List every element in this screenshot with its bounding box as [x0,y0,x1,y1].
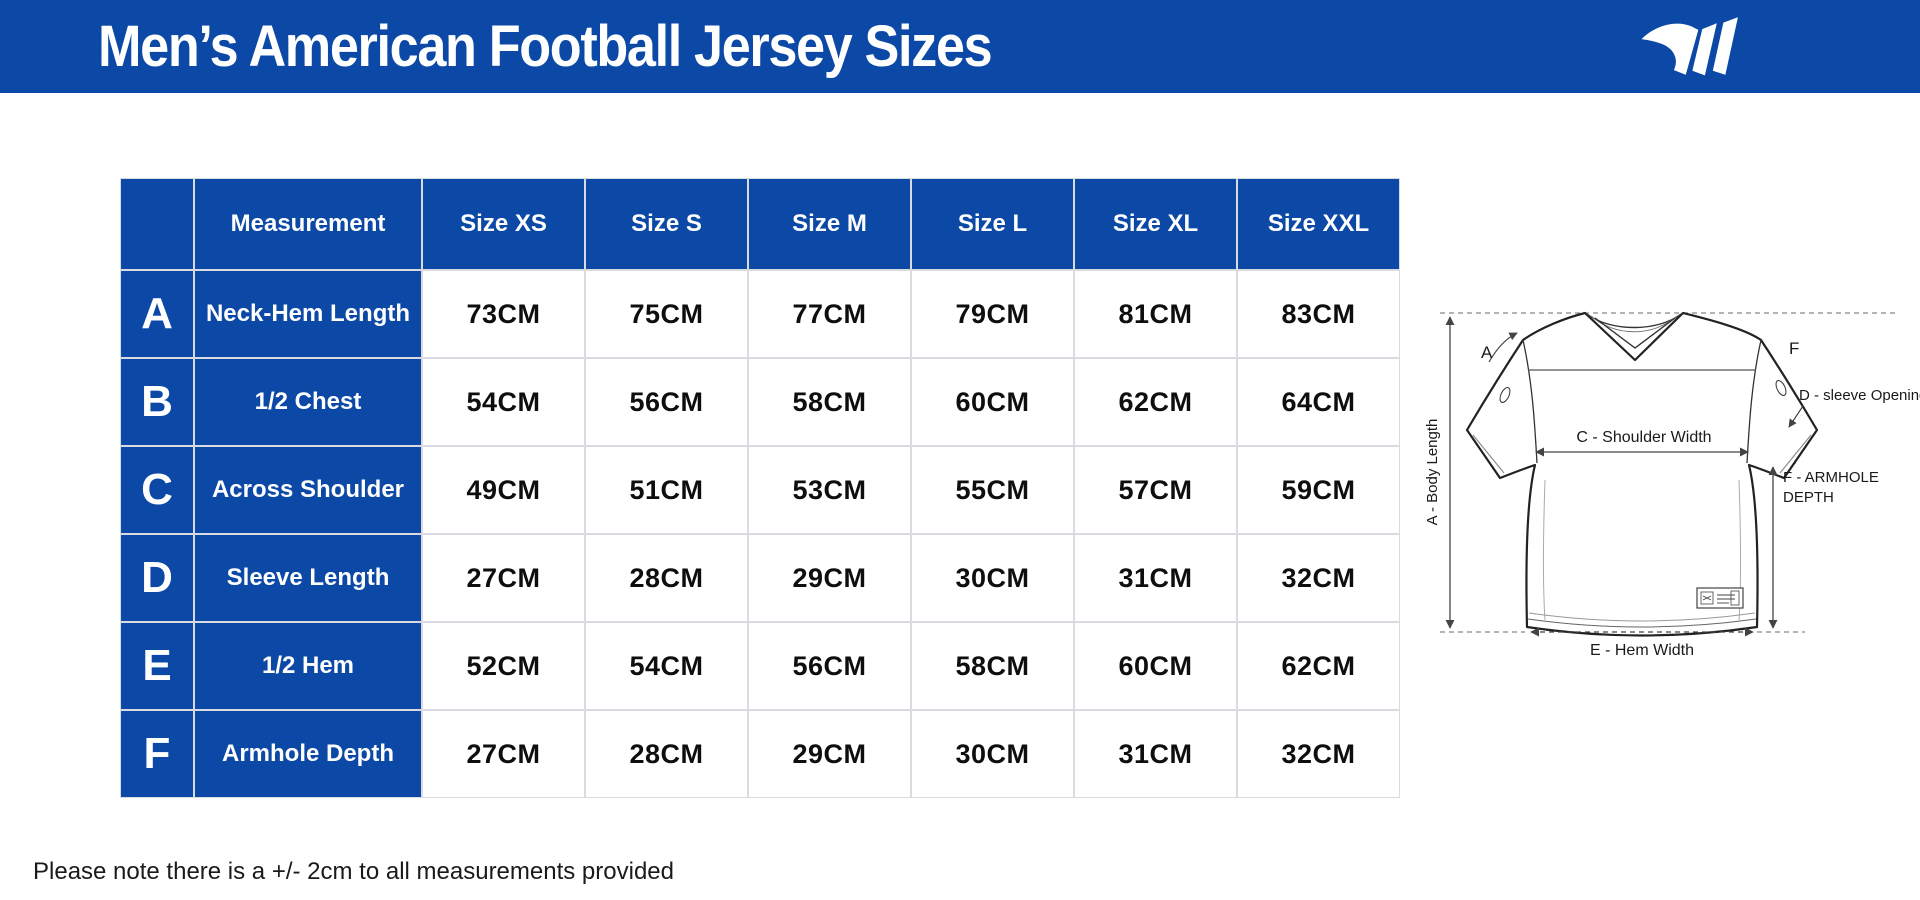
armhole-depth-label-1: F - ARMHOLE [1783,469,1879,486]
point-a-label: A [1481,343,1493,362]
column-header-size-l: Size L [912,179,1073,269]
size-value: 75CM [586,271,747,357]
row-letter: F [121,711,193,797]
size-value: 55CM [912,447,1073,533]
column-header-size-xl: Size XL [1075,179,1236,269]
tolerance-note: Please note there is a +/- 2cm to all me… [33,858,674,885]
size-value: 58CM [749,359,910,445]
size-value: 60CM [1075,623,1236,709]
size-value: 31CM [1075,535,1236,621]
row-letter: E [121,623,193,709]
size-value: 81CM [1075,271,1236,357]
size-value: 28CM [586,535,747,621]
size-value: 29CM [749,711,910,797]
size-value: 27CM [423,711,584,797]
size-value: 60CM [912,359,1073,445]
size-value: 58CM [912,623,1073,709]
shoulder-width-label: C - Shoulder Width [1576,429,1711,446]
jersey-measurement-diagram: A F D - sleeve Opening C - Shoulder Widt… [1425,311,1920,659]
measurement-label: 1/2 Chest [195,359,421,445]
hem-width-label: E - Hem Width [1590,642,1694,659]
size-value: 56CM [749,623,910,709]
page-title: Men’s American Football Jersey Sizes [98,14,993,79]
size-value: 52CM [423,623,584,709]
measurement-label: Neck-Hem Length [195,271,421,357]
size-value: 49CM [423,447,584,533]
size-value: 64CM [1238,359,1399,445]
row-letter: D [121,535,193,621]
size-value: 30CM [912,711,1073,797]
armhole-depth-label-2: DEPTH [1783,489,1834,506]
column-header-measurement: Measurement [195,179,421,269]
size-value: 62CM [1075,359,1236,445]
column-header-size-s: Size S [586,179,747,269]
size-value: 57CM [1075,447,1236,533]
column-header-size-xs: Size XS [423,179,584,269]
measurement-label: 1/2 Hem [195,623,421,709]
row-letter: B [121,359,193,445]
size-value: 32CM [1238,711,1399,797]
size-value: 51CM [586,447,747,533]
jersey-outline-drawing [1465,311,1819,637]
size-value: 54CM [586,623,747,709]
size-value: 29CM [749,535,910,621]
column-header-size-xxl: Size XXL [1238,179,1399,269]
brand-logo-icon [1641,17,1738,76]
size-value: 30CM [912,535,1073,621]
size-value: 77CM [749,271,910,357]
row-letter: C [121,447,193,533]
table-corner-cell [121,179,193,269]
size-chart-table: Measurement Size XS Size S Size M Size L… [120,178,1400,798]
size-value: 31CM [1075,711,1236,797]
size-value: 62CM [1238,623,1399,709]
column-header-size-m: Size M [749,179,910,269]
size-value: 27CM [423,535,584,621]
size-value: 28CM [586,711,747,797]
dimension-lines [1445,316,1804,637]
header-bar: Men’s American Football Jersey Sizes [0,0,1920,93]
row-letter: A [121,271,193,357]
size-value: 54CM [423,359,584,445]
measurement-label: Armhole Depth [195,711,421,797]
size-value: 79CM [912,271,1073,357]
body-length-label: A - Body Length [1425,419,1441,526]
size-value: 56CM [586,359,747,445]
sleeve-opening-label: D - sleeve Opening [1799,387,1920,404]
size-value: 83CM [1238,271,1399,357]
measurement-label: Across Shoulder [195,447,421,533]
size-value: 53CM [749,447,910,533]
jersey-hem-tag [1696,587,1744,609]
size-value: 32CM [1238,535,1399,621]
point-f-label: F [1789,339,1799,358]
size-value: 73CM [423,271,584,357]
size-value: 59CM [1238,447,1399,533]
measurement-label: Sleeve Length [195,535,421,621]
